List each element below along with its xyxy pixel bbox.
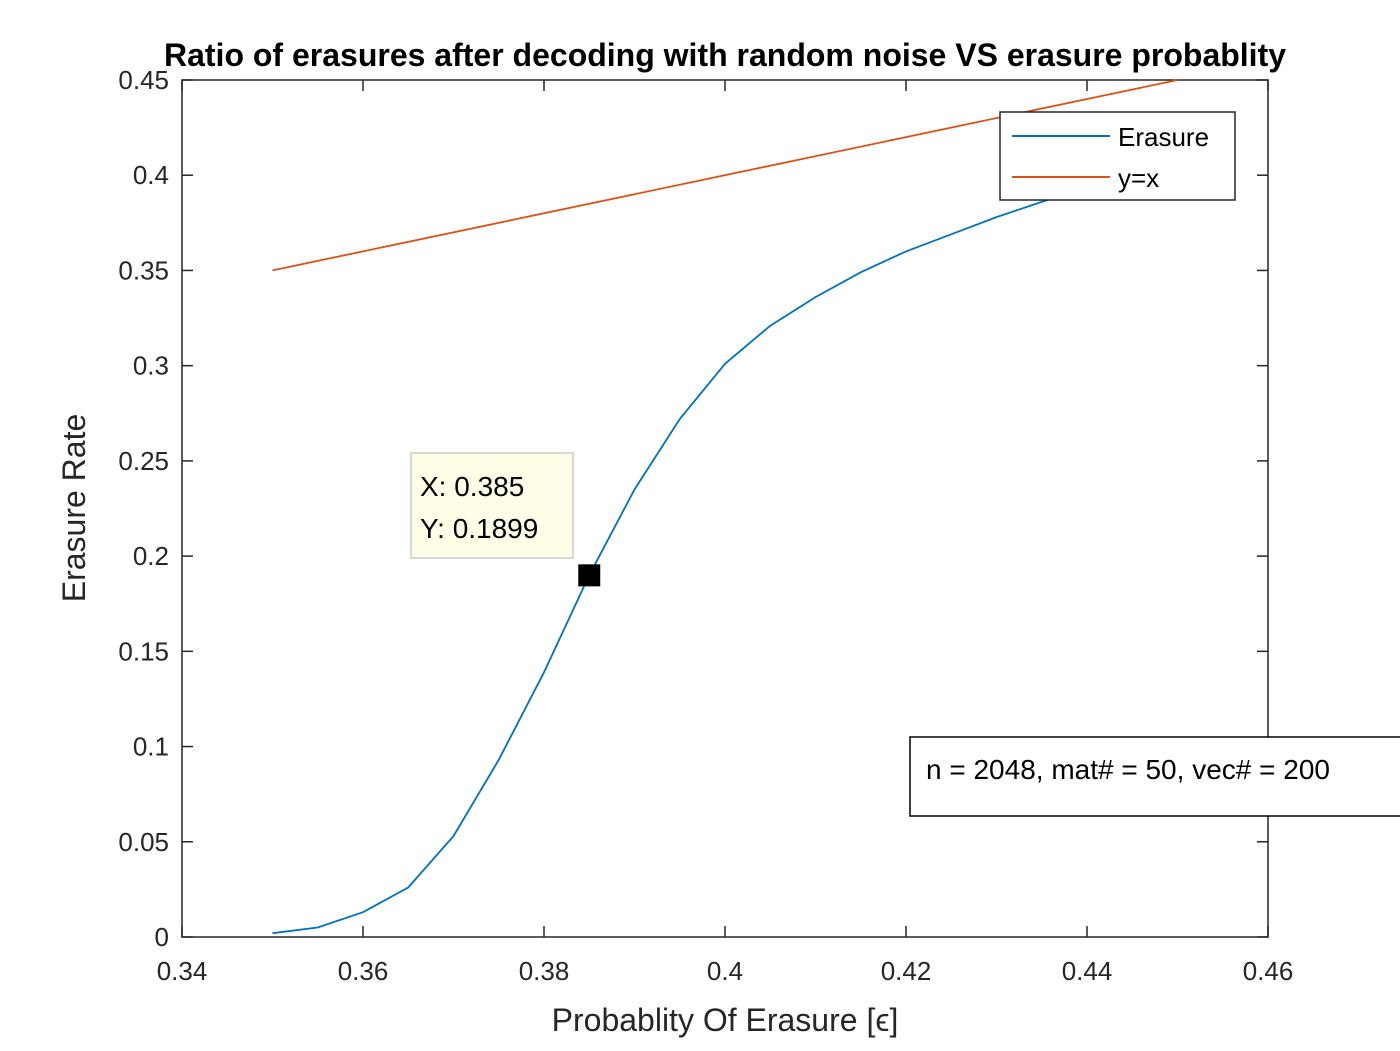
legend-label-yx: y=x: [1118, 163, 1159, 193]
x-tick-label: 0.46: [1243, 956, 1294, 986]
x-axis-ticks: 0.34 0.36 0.38 0.4 0.42 0.44 0.46: [157, 80, 1294, 986]
y-axis-label: Erasure Rate: [56, 414, 92, 603]
y-tick-label: 0.3: [133, 351, 169, 381]
y-tick-label: 0.35: [118, 255, 169, 285]
x-tick-label: 0.34: [157, 956, 208, 986]
y-tick-label: 0.25: [118, 446, 169, 476]
datatip-marker[interactable]: [578, 564, 601, 587]
x-tick-label: 0.38: [519, 956, 570, 986]
x-tick-label: 0.36: [338, 956, 389, 986]
y-tick-label: 0: [155, 922, 169, 952]
y-tick-label: 0.4: [133, 160, 169, 190]
y-tick-label: 0.1: [133, 732, 169, 762]
datatip-y-label: Y: 0.1899: [420, 513, 538, 544]
legend-box: [999, 111, 1236, 201]
x-tick-label: 0.44: [1062, 956, 1113, 986]
y-tick-label: 0.2: [133, 541, 169, 571]
datatip-x-label: X: 0.385: [420, 471, 524, 502]
x-tick-label: 0.42: [881, 956, 932, 986]
annotation-text: n = 2048, mat# = 50, vec# = 200: [926, 754, 1330, 785]
y-tick-label: 0.45: [118, 65, 169, 95]
x-axis-label: Probablity Of Erasure [ϵ]: [552, 1002, 899, 1038]
y-tick-label: 0.05: [118, 827, 169, 857]
annotation-box: n = 2048, mat# = 50, vec# = 200: [909, 736, 1400, 817]
datatip-box: [410, 452, 574, 559]
x-tick-label: 0.4: [707, 956, 743, 986]
y-axis-ticks: 0 0.05 0.1 0.15 0.2 0.25 0.3 0.35 0.4 0.45: [118, 65, 1268, 952]
annotation-frame: [909, 736, 1400, 817]
series-line-erasure[interactable]: [272, 172, 1133, 935]
y-tick-label: 0.15: [118, 636, 169, 666]
chart-title: Ratio of erasures after decoding with ra…: [164, 37, 1286, 73]
datatip[interactable]: X: 0.385 Y: 0.1899: [410, 452, 601, 587]
legend: Erasure y=x: [999, 111, 1236, 201]
legend-label-erasure: Erasure: [1118, 122, 1209, 152]
